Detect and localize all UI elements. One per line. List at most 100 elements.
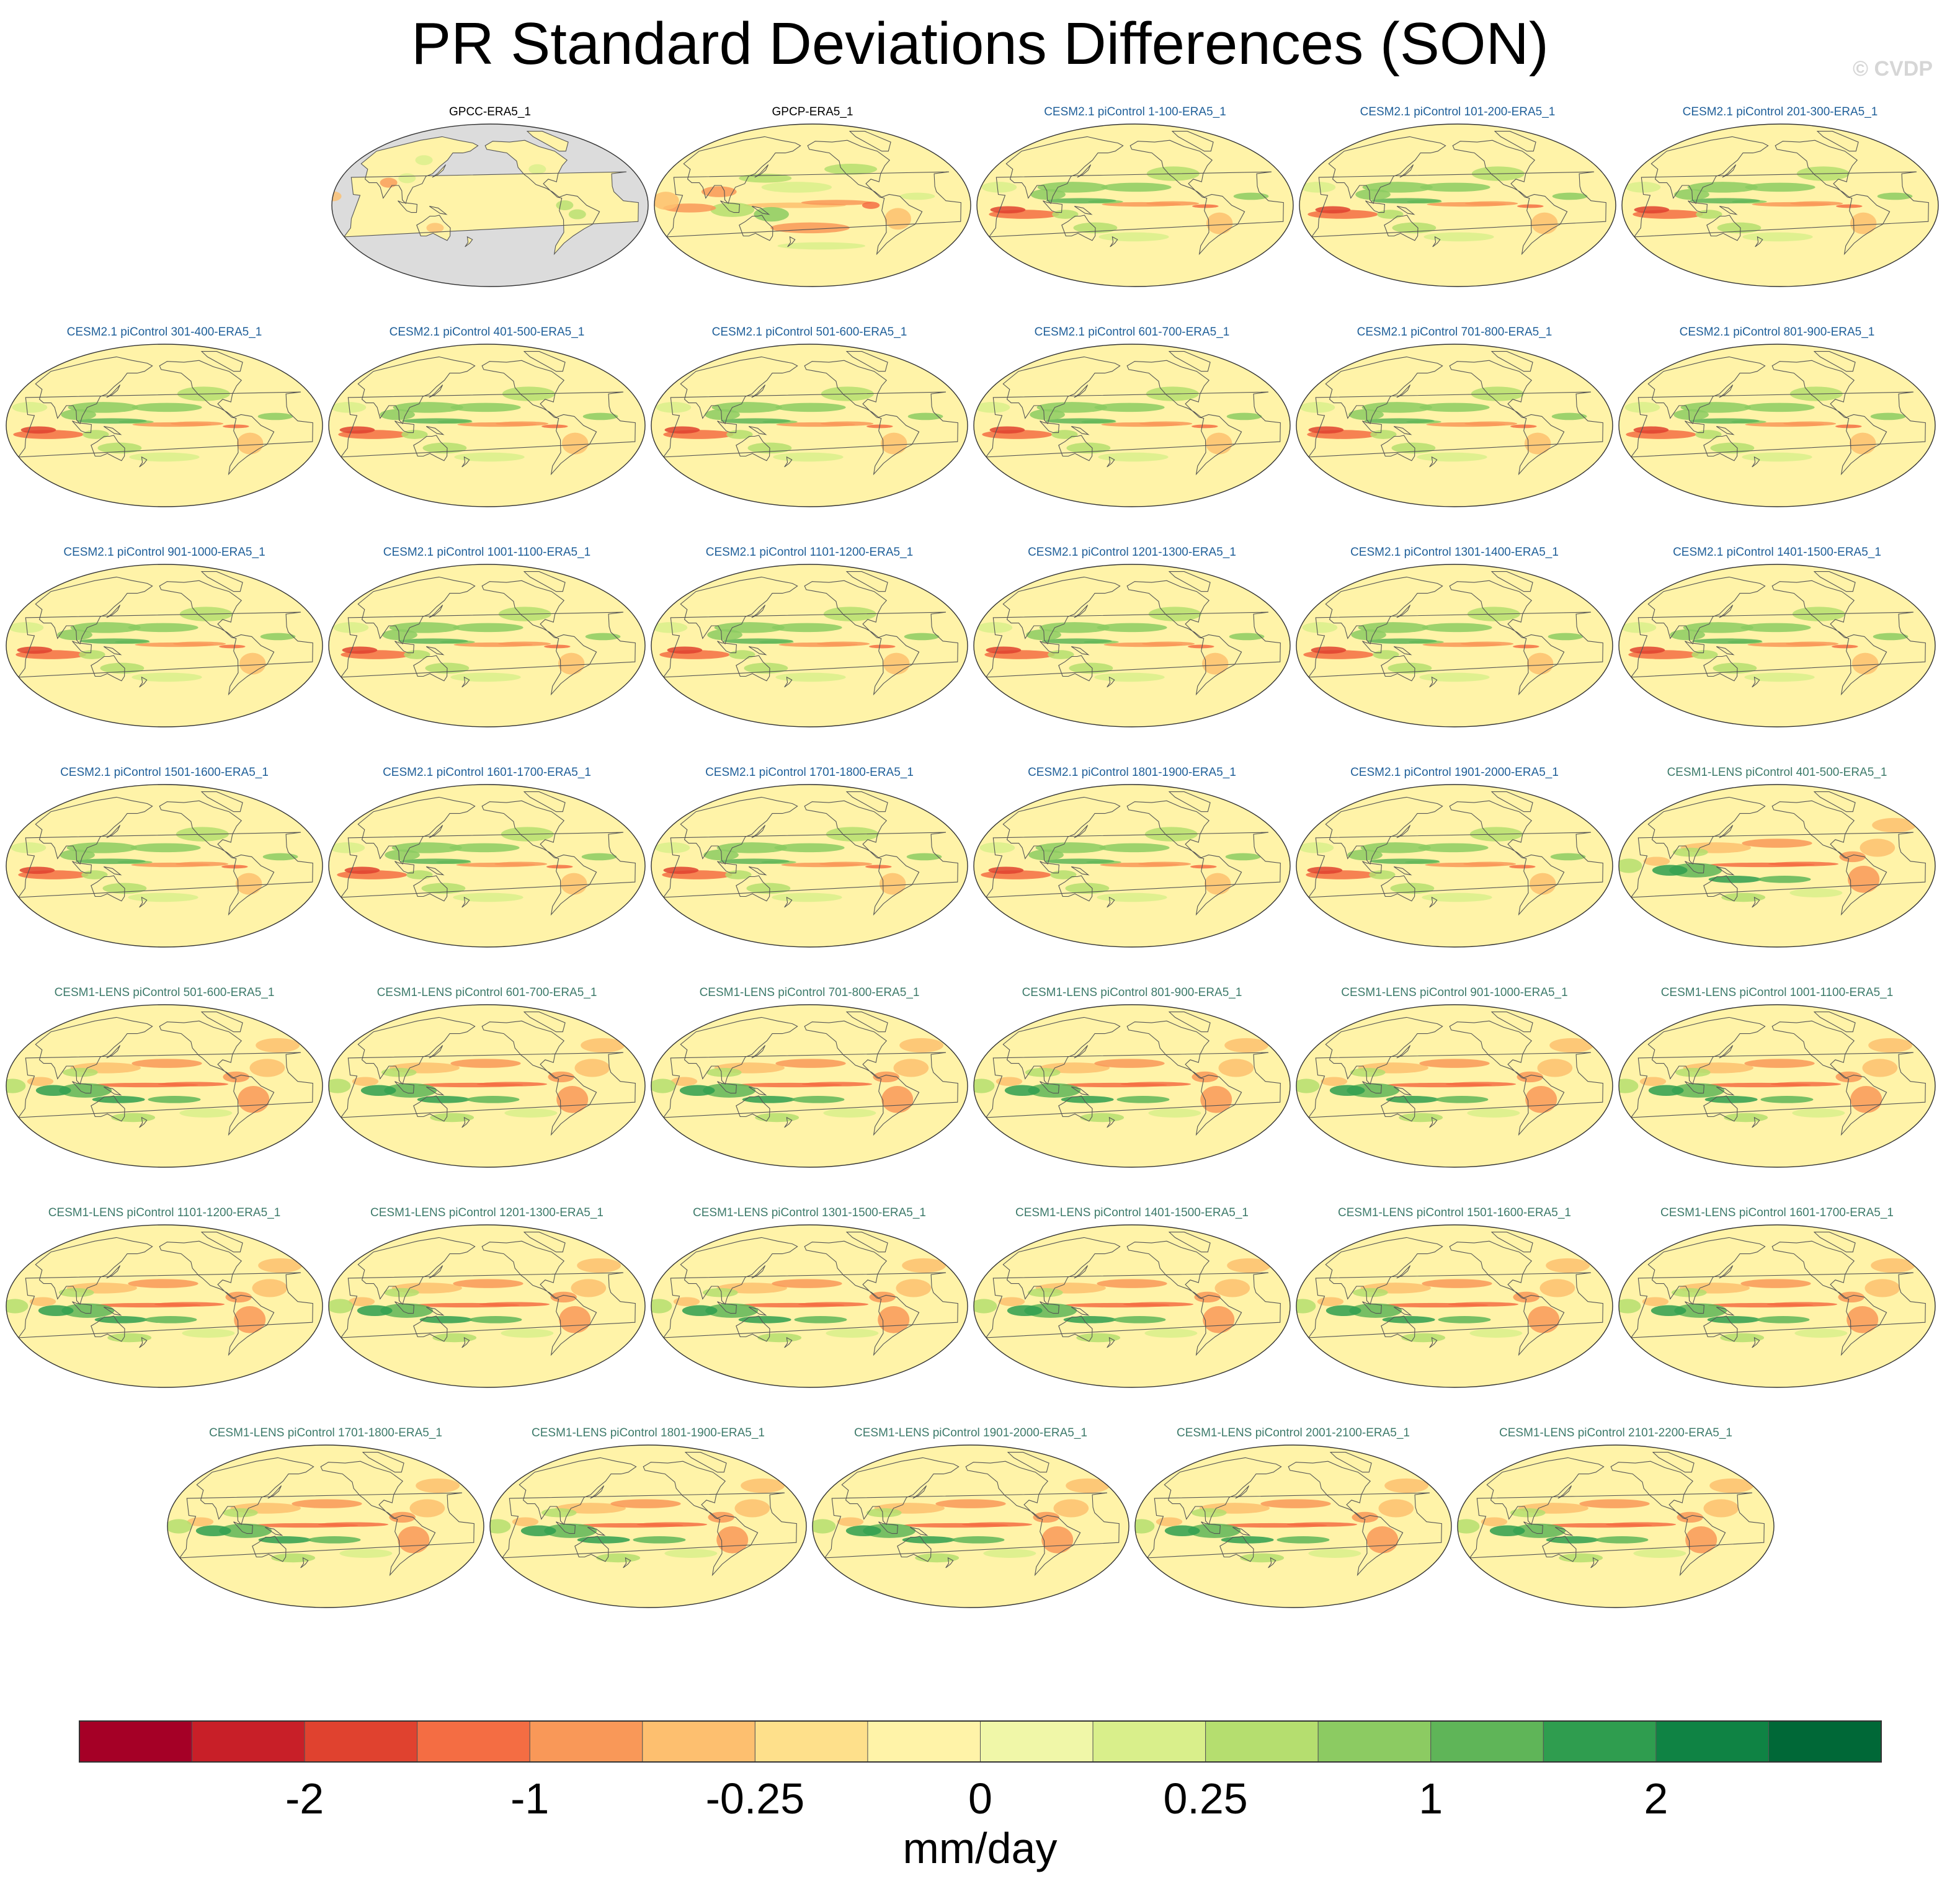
anomaly-region bbox=[754, 207, 789, 222]
anomaly-region bbox=[798, 1302, 869, 1307]
anomaly-region bbox=[1742, 452, 1812, 462]
anomaly-region bbox=[1469, 1328, 1523, 1338]
anomaly-region bbox=[384, 1083, 437, 1098]
anomaly-region bbox=[710, 202, 755, 217]
anomaly-region bbox=[1838, 1291, 1864, 1303]
anomaly-region bbox=[1873, 633, 1909, 641]
anomaly-region bbox=[57, 629, 92, 641]
anomaly-region bbox=[1851, 652, 1879, 675]
map-panel: CESM2.1 piControl 601-700-ERA5_1 bbox=[973, 326, 1291, 507]
anomaly-region bbox=[360, 1085, 396, 1096]
anomaly-region bbox=[673, 1297, 700, 1306]
coastline bbox=[200, 791, 243, 812]
map-panels: GPCC-ERA5_1 GPCP-ERA5_1 CESM2.1 piControl … bbox=[6, 105, 1939, 1608]
coastline bbox=[519, 1457, 637, 1526]
anomaly-region bbox=[1094, 672, 1165, 682]
coastline bbox=[1002, 1237, 1121, 1306]
panel-label: CESM1-LENS piControl 1101-1200-ERA5_1 bbox=[48, 1206, 281, 1219]
anomaly-region bbox=[1624, 402, 1660, 413]
coastline bbox=[1325, 576, 1443, 645]
anomaly-region bbox=[154, 1302, 225, 1307]
coastline bbox=[1816, 131, 1859, 152]
anomaly-region bbox=[1868, 1038, 1913, 1053]
map-panel: CESM2.1 piControl 301-400-ERA5_1 bbox=[6, 326, 323, 507]
coastline bbox=[748, 1086, 767, 1096]
coastline bbox=[1688, 200, 1708, 213]
anomaly-region bbox=[667, 646, 703, 654]
coastline bbox=[1307, 1052, 1603, 1118]
anomaly-region bbox=[342, 646, 378, 654]
map-border bbox=[1621, 123, 1939, 287]
anomaly-region bbox=[1004, 1085, 1040, 1096]
coastline bbox=[1381, 1315, 1415, 1342]
coastline bbox=[1771, 1020, 1887, 1136]
anomaly-region bbox=[1194, 1291, 1221, 1303]
map-border bbox=[6, 784, 323, 948]
coastline bbox=[159, 360, 275, 476]
anomaly-region bbox=[449, 843, 520, 853]
anomaly-region bbox=[1696, 210, 1722, 219]
anomaly-region bbox=[1481, 1517, 1508, 1526]
coastline bbox=[1168, 1012, 1211, 1033]
panel-label: CESM2.1 piControl 1401-1500-ERA5_1 bbox=[1673, 546, 1881, 559]
coastline bbox=[1813, 791, 1856, 812]
anomaly-region bbox=[726, 430, 753, 439]
coastline bbox=[1288, 1461, 1404, 1577]
coastline bbox=[1232, 1526, 1251, 1536]
anomaly-region bbox=[1690, 198, 1760, 204]
map-border bbox=[651, 784, 968, 948]
coastline bbox=[1490, 1012, 1533, 1033]
coastline bbox=[680, 796, 798, 865]
coastline bbox=[1325, 796, 1443, 865]
anomaly-region bbox=[705, 1303, 759, 1318]
anomaly-region bbox=[610, 1499, 681, 1508]
anomaly-region bbox=[1048, 650, 1074, 659]
coastline bbox=[481, 360, 597, 476]
coastline bbox=[481, 580, 597, 696]
anomaly-region bbox=[329, 1299, 354, 1314]
anomaly-region bbox=[222, 1508, 258, 1518]
coastline bbox=[1719, 605, 1734, 618]
coastline bbox=[845, 1232, 888, 1253]
anomaly-region bbox=[400, 858, 471, 865]
anomaly-region bbox=[1300, 182, 1336, 193]
colorbar-swatch bbox=[867, 1720, 981, 1763]
coastline bbox=[1449, 800, 1565, 916]
coastline bbox=[72, 1081, 92, 1094]
anomaly-region bbox=[720, 418, 791, 424]
anomaly-region bbox=[1744, 1059, 1815, 1068]
anomaly-region bbox=[1377, 210, 1404, 219]
anomaly-region bbox=[1621, 622, 1657, 633]
map-panel: CESM1-LENS piControl 801-900-ERA5_1 bbox=[973, 986, 1291, 1168]
coastline bbox=[362, 1452, 404, 1473]
anomaly-region bbox=[1546, 1258, 1590, 1273]
anomaly-region bbox=[1760, 1096, 1814, 1103]
anomaly-region bbox=[79, 638, 149, 644]
coastline bbox=[91, 875, 125, 902]
anomaly-region bbox=[1639, 1077, 1667, 1086]
anomaly-region bbox=[1350, 1067, 1386, 1077]
coastline bbox=[523, 1012, 566, 1033]
coastline bbox=[909, 1526, 929, 1536]
coastline bbox=[623, 1557, 631, 1568]
coastline bbox=[196, 1457, 314, 1526]
anomaly-region bbox=[559, 1306, 591, 1333]
coastline bbox=[1126, 580, 1242, 696]
anomaly-region bbox=[171, 421, 224, 426]
land-anomaly bbox=[398, 173, 416, 184]
anomaly-region bbox=[234, 1306, 266, 1333]
map-panel: GPCC-ERA5_1 bbox=[331, 105, 649, 287]
anomaly-region bbox=[1465, 201, 1518, 206]
panel-label: CESM1-LENS piControl 1801-1900-ERA5_1 bbox=[532, 1426, 765, 1439]
anomaly-region bbox=[974, 1299, 997, 1314]
coastline bbox=[1007, 1452, 1049, 1473]
anomaly-region bbox=[1464, 421, 1518, 426]
coastline bbox=[751, 825, 766, 838]
coastline bbox=[845, 571, 888, 592]
coastline bbox=[1074, 1045, 1089, 1059]
land-shape bbox=[527, 131, 569, 151]
coastline bbox=[17, 612, 313, 678]
anomaly-region bbox=[1138, 861, 1192, 866]
anomaly-region bbox=[561, 432, 589, 455]
anomaly-region bbox=[1098, 232, 1169, 242]
